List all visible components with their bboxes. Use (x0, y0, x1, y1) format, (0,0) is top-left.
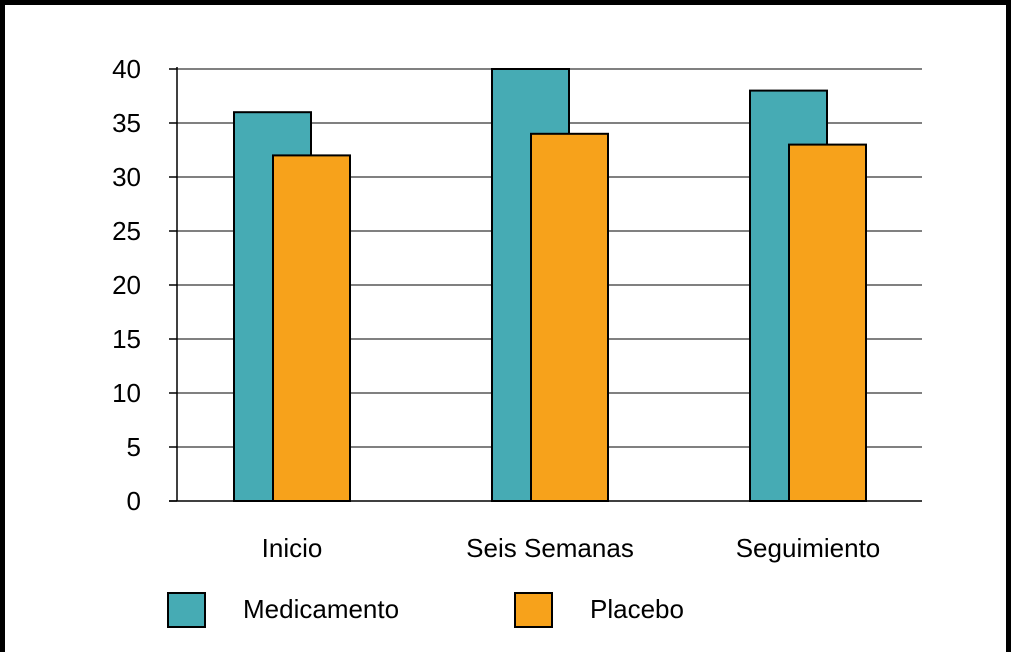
bar-placebo-3 (788, 143, 867, 502)
y-tick-label: 25 (112, 216, 141, 246)
y-axis-ticks: 0 5 10 15 20 25 30 35 40 (112, 54, 177, 516)
legend-swatch-medicamento (167, 592, 206, 628)
x-category-label: Inicio (262, 533, 323, 563)
legend-label-medicamento: Medicamento (243, 594, 399, 624)
y-tick-label: 5 (127, 432, 141, 462)
y-tick-label: 15 (112, 324, 141, 354)
legend: Medicamento Placebo (167, 592, 684, 628)
y-tick-label: 20 (112, 270, 141, 300)
y-tick-label: 0 (127, 486, 141, 516)
x-category-label: Seguimiento (736, 533, 881, 563)
y-tick-label: 40 (112, 54, 141, 84)
y-tick-label: 30 (112, 162, 141, 192)
legend-label-placebo: Placebo (590, 594, 684, 624)
y-tick-label: 35 (112, 108, 141, 138)
bar-placebo-2 (530, 132, 609, 503)
x-category-label: Seis Semanas (466, 533, 634, 563)
bars (233, 68, 867, 503)
axes (169, 67, 922, 502)
y-tick-label: 10 (112, 378, 141, 408)
bar-placebo-1 (272, 154, 351, 502)
x-axis-labels: Inicio Seis Semanas Seguimiento (262, 533, 881, 563)
legend-swatch-placebo (514, 592, 553, 628)
